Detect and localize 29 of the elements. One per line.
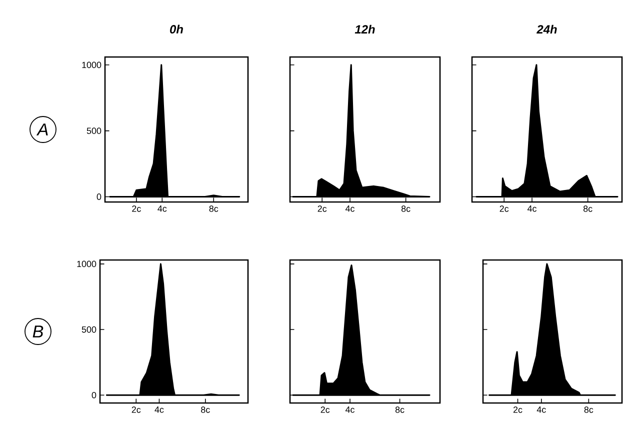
- x-tick-label: 8c: [395, 406, 404, 413]
- x-tick-label: 2c: [318, 206, 327, 212]
- x-tick-label: 8c: [201, 406, 210, 413]
- x-tick-label: 8c: [583, 206, 592, 212]
- y-tick-label: 1000: [82, 62, 102, 68]
- chart-title: 24h: [536, 24, 557, 34]
- chart-title: 12h: [354, 24, 375, 34]
- x-tick-label: 4c: [345, 406, 355, 413]
- x-tick-label: 8c: [584, 406, 594, 413]
- x-tick-label: 2c: [320, 406, 330, 413]
- x-tick-label: 4c: [158, 206, 167, 212]
- x-tick-label: 4c: [154, 406, 164, 413]
- x-tick-label: 4c: [527, 206, 537, 212]
- x-tick-label: 2c: [132, 206, 141, 212]
- x-tick-label: 8c: [209, 206, 218, 212]
- y-tick-label: 1000: [77, 260, 96, 268]
- x-tick-label: 4c: [345, 206, 355, 212]
- chart-title: 0h: [170, 24, 183, 34]
- x-tick-label: 8c: [401, 206, 410, 212]
- x-tick-label: 2c: [132, 406, 141, 413]
- text: B: [32, 326, 44, 338]
- y-tick-label: 0: [96, 194, 102, 200]
- x-tick-label: 2c: [513, 406, 522, 413]
- y-tick-label: 0: [92, 392, 96, 398]
- x-tick-label: 4c: [536, 406, 546, 413]
- y-tick-label: 500: [86, 128, 102, 134]
- x-tick-label: 2c: [500, 206, 509, 212]
- y-tick-label: 500: [82, 326, 96, 333]
- text: A: [36, 124, 48, 136]
